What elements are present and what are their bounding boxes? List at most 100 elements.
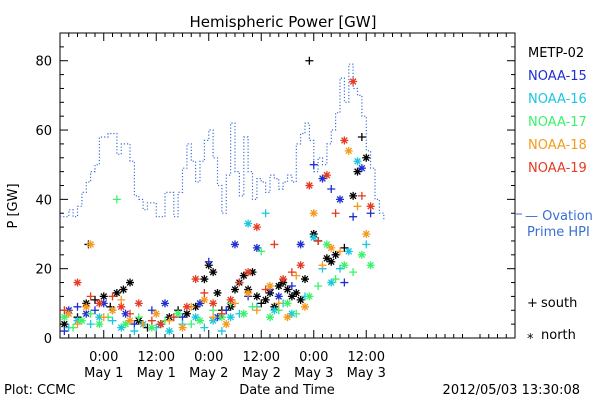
data-point: [336, 247, 344, 256]
data-point: [86, 240, 95, 249]
data-point: [134, 299, 143, 308]
axis-ticks: [60, 33, 515, 339]
data-point: [314, 236, 323, 245]
x-tick-time: 12:00: [348, 350, 385, 365]
data-point: [270, 306, 279, 315]
data-point: [86, 320, 95, 329]
data-point: [213, 288, 222, 297]
data-point: [119, 285, 128, 294]
data-point: [130, 327, 139, 336]
data-point: [349, 212, 358, 221]
data-point: [274, 299, 283, 308]
data-point: [292, 309, 301, 318]
data-point: [204, 257, 213, 266]
data-point: [182, 309, 191, 318]
data-point: [222, 306, 231, 315]
data-point: [287, 292, 296, 301]
x-axis-label: Date and Time: [239, 383, 335, 398]
data-point: [366, 261, 375, 270]
data-point: [209, 306, 218, 315]
data-point: [331, 250, 340, 259]
data-point: [292, 271, 301, 280]
data-point: [266, 313, 274, 322]
data-point: [147, 323, 156, 332]
data-point: [108, 292, 117, 301]
ovation-series: [60, 63, 385, 221]
data-point: [336, 264, 344, 273]
data-point: [340, 136, 349, 145]
legend-noaa-18: NOAA-18: [528, 138, 587, 153]
data-point: [126, 309, 134, 318]
ovation-prime-hpi-line: [60, 63, 385, 221]
data-point: [252, 306, 261, 315]
plot-area: [59, 32, 516, 339]
marker-symbol-north: *: [527, 332, 534, 347]
data-point: [209, 268, 218, 277]
data-point: [99, 292, 108, 301]
data-point: [130, 320, 139, 329]
data-point: [73, 302, 82, 311]
data-point: [200, 275, 209, 284]
data-point: [134, 313, 143, 322]
y-tick-label: 60: [35, 124, 52, 139]
data-point: [117, 302, 126, 311]
data-point: [86, 292, 95, 301]
satellite-points: [60, 56, 375, 336]
legend-noaa-15: NOAA-15: [528, 69, 587, 84]
data-point: [191, 313, 200, 322]
data-point: [327, 243, 336, 252]
plot-timestamp: 2012/05/03 13:30:08: [443, 383, 580, 398]
data-point: [248, 268, 257, 277]
data-point: [121, 320, 130, 329]
data-point: [309, 160, 318, 169]
x-tick-time: 12:00: [243, 350, 280, 365]
data-point: [301, 275, 309, 284]
x-tick-date: May 2: [242, 366, 281, 381]
data-point: [274, 292, 283, 301]
data-point: [283, 299, 292, 308]
data-point: [252, 223, 261, 232]
data-point: [362, 240, 371, 249]
x-tick-time: 0:00: [89, 350, 118, 365]
data-point: [191, 302, 200, 311]
data-point: [99, 313, 108, 322]
ovation-label-line1: — Ovation: [525, 209, 593, 224]
data-point: [252, 243, 261, 252]
data-point: [222, 320, 231, 329]
data-point: [244, 288, 253, 297]
data-point: [244, 219, 253, 228]
series-noaa-15: [60, 160, 375, 336]
y-tick-label: 20: [35, 263, 52, 278]
data-point: [165, 327, 174, 336]
data-point: [248, 302, 257, 311]
data-point: [331, 275, 340, 284]
data-point: [86, 309, 95, 318]
plot-credit: Plot: CCMC: [4, 383, 75, 398]
data-point: [191, 275, 200, 284]
data-point: [322, 240, 331, 249]
data-point: [77, 316, 86, 325]
data-point: [296, 295, 305, 304]
data-point: [117, 323, 126, 332]
data-point: [357, 191, 366, 200]
marker-symbol-south: +: [527, 296, 538, 311]
data-point: [226, 295, 235, 304]
series-metp-02: [60, 56, 371, 332]
data-point: [244, 268, 253, 277]
data-point: [108, 316, 117, 325]
data-point: [296, 261, 305, 270]
y-tick-label: 0: [44, 332, 52, 347]
data-point: [165, 316, 174, 325]
data-point: [161, 299, 169, 308]
data-point: [112, 195, 121, 204]
data-point: [318, 174, 327, 183]
data-point: [239, 309, 248, 318]
data-point: [327, 278, 336, 287]
marker-label-south: south: [541, 296, 577, 311]
data-point: [261, 295, 270, 304]
data-point: [344, 247, 353, 256]
data-point: [95, 299, 104, 308]
data-point: [287, 309, 296, 318]
data-point: [147, 306, 156, 315]
